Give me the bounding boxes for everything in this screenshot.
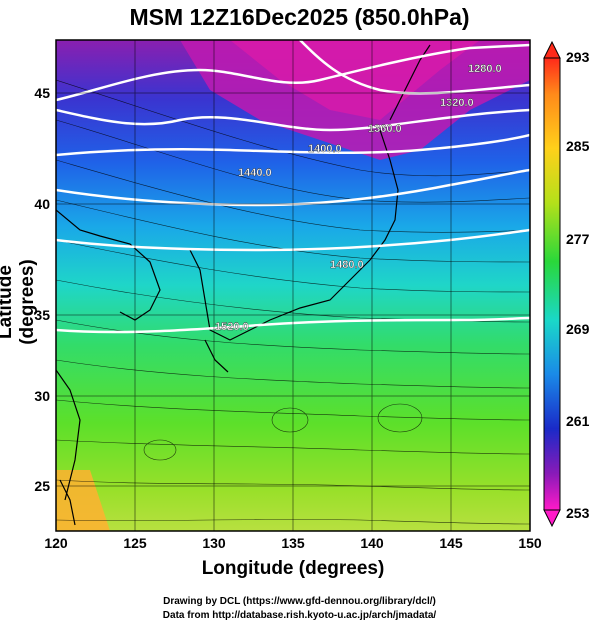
grid — [56, 40, 530, 531]
contour-label: 1320.0 — [440, 97, 474, 109]
colorbar: 293 285 277 269 261 253 — [543, 40, 590, 528]
y-tick-label: 35 — [34, 307, 50, 323]
colorbar-tick-label: 269 — [566, 321, 590, 337]
y-tick-label: 45 — [34, 85, 50, 101]
y-axis-label: Latitude (degrees) — [0, 259, 38, 345]
colorbar-lower-arrow — [543, 509, 561, 528]
x-tick-label: 140 — [360, 535, 384, 551]
y-tick-label: 30 — [34, 388, 50, 404]
colorbar-upper-arrow — [543, 40, 561, 59]
y-tick-label: 25 — [34, 478, 50, 494]
x-axis-ticks: 120 125 130 135 140 145 150 — [44, 535, 542, 551]
x-axis-label: Longitude (degrees) — [201, 558, 385, 579]
colorbar-tick-label: 293 — [566, 49, 590, 65]
y-axis-ticks: 25 30 35 40 45 — [34, 85, 50, 494]
colorbar-tick-label: 253 — [566, 505, 590, 521]
contour-label: 1480.0 — [330, 259, 364, 271]
x-tick-label: 130 — [202, 535, 226, 551]
colorbar-tick-label: 285 — [566, 138, 590, 154]
credit-data: Data from http://database.rish.kyoto-u.a… — [162, 610, 437, 621]
colorbar-tick-label: 277 — [566, 231, 590, 247]
x-tick-label: 120 — [44, 535, 68, 551]
contour-label: 1520.0 — [215, 321, 249, 333]
x-tick-label: 125 — [123, 535, 147, 551]
contour-label: 1440.0 — [238, 167, 272, 179]
contour-label: 1280.0 — [468, 63, 502, 75]
y-tick-label: 40 — [34, 196, 50, 212]
plot-frame — [55, 39, 531, 532]
contour-label: 1400.0 — [308, 143, 342, 155]
height-contours — [56, 40, 530, 334]
contour-label: 1360.0 — [368, 123, 402, 135]
streamlines — [56, 79, 530, 525]
map-title: MSM 12Z16Dec2025 (850.0hPa) — [129, 4, 470, 30]
x-tick-label: 135 — [281, 535, 305, 551]
x-tick-label: 150 — [518, 535, 542, 551]
x-tick-label: 145 — [439, 535, 463, 551]
credit-drawing: Drawing by DCL (https://www.gfd-dennou.o… — [163, 596, 436, 607]
colorbar-tick-label: 261 — [566, 413, 590, 429]
